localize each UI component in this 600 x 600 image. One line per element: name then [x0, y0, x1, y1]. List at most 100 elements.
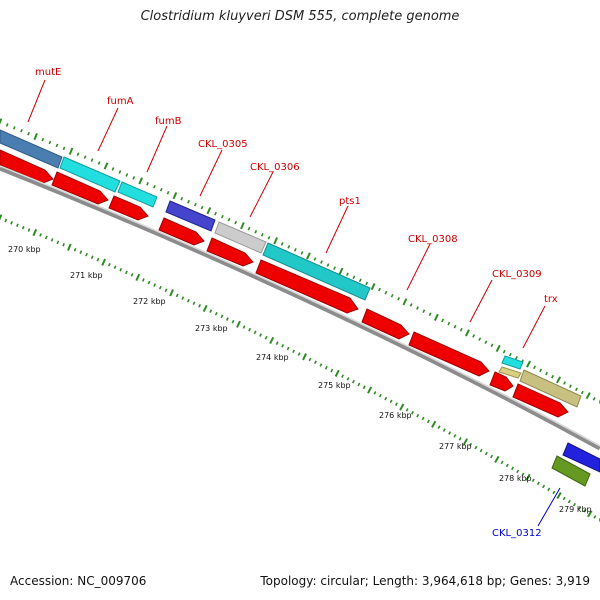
feature-block-pts1[interactable]	[262, 242, 371, 301]
minor-tick	[397, 297, 401, 301]
minor-tick	[280, 242, 284, 246]
cds-arrow[interactable]	[255, 259, 359, 314]
feature-block-blue-end[interactable]	[562, 442, 600, 473]
minor-tick	[346, 377, 350, 381]
minor-tick	[254, 229, 258, 234]
minor-tick	[484, 340, 488, 344]
minor-tick	[505, 463, 509, 468]
minor-tick	[111, 167, 115, 171]
gene-label-ckl-0305[interactable]: CKL_0305	[198, 139, 248, 150]
minor-tick	[97, 161, 101, 165]
major-tick	[525, 473, 531, 481]
major-tick	[433, 313, 439, 321]
feature-block-fuma[interactable]	[59, 156, 121, 193]
feature-track-upper	[0, 129, 600, 487]
minor-tick	[410, 411, 414, 415]
gene-label-ckl-0306[interactable]: CKL_0306	[250, 162, 300, 173]
minor-tick	[341, 374, 345, 378]
minor-tick	[166, 190, 170, 195]
minor-tick	[56, 240, 60, 245]
minor-tick	[313, 360, 317, 365]
minor-tick	[259, 333, 263, 337]
major-tick	[556, 491, 562, 500]
minor-tick	[16, 223, 19, 228]
minor-tick	[472, 334, 476, 338]
major-tick	[172, 192, 178, 200]
minor-tick	[365, 281, 369, 286]
gene-label-ckl-0312[interactable]: CKL_0312	[492, 528, 542, 539]
feature-block-trx-a[interactable]	[501, 355, 524, 370]
cds-arrow[interactable]	[361, 308, 410, 340]
minor-tick	[220, 214, 224, 219]
minor-tick	[345, 272, 349, 277]
cds-arrow[interactable]	[512, 383, 569, 418]
minor-tick	[514, 356, 518, 360]
minor-tick	[545, 371, 549, 376]
kbp-label: 279 kbp	[559, 505, 592, 514]
gene-label-mute[interactable]: mutE	[35, 67, 61, 78]
feature-block-mute[interactable]	[0, 129, 63, 169]
major-tick	[399, 403, 405, 411]
minor-tick	[351, 379, 355, 384]
minor-tick	[357, 382, 361, 387]
minor-tick	[113, 265, 117, 270]
cds-arrow[interactable]	[206, 237, 254, 267]
cds-arrow[interactable]	[158, 217, 205, 246]
cds-arrow[interactable]	[408, 331, 490, 377]
minor-tick	[209, 309, 213, 313]
minor-tick	[490, 343, 494, 348]
minor-tick	[458, 437, 462, 441]
minor-tick	[214, 311, 218, 316]
cds-arrow[interactable]	[489, 371, 514, 392]
gene-label-pts1[interactable]: pts1	[339, 196, 361, 207]
major-tick	[273, 237, 279, 245]
kbp-label: 277 kbp	[439, 442, 472, 451]
minor-tick	[437, 425, 441, 429]
minor-tick	[474, 445, 478, 450]
minor-tick	[227, 217, 231, 222]
minor-tick	[286, 346, 290, 351]
cds-arrow[interactable]	[51, 171, 109, 205]
genome-backbone	[0, 165, 600, 451]
minor-tick	[175, 293, 179, 298]
major-tick	[103, 162, 109, 170]
minor-tick	[516, 469, 520, 474]
gene-label-fuma[interactable]: fumA	[107, 96, 134, 107]
gene-label-fumb[interactable]: fumB	[155, 116, 182, 127]
feature-block-ckl-0310[interactable]	[519, 369, 582, 408]
major-tick	[367, 386, 373, 394]
feature-block-ckl-0305[interactable]	[165, 200, 216, 232]
gene-label-ckl-0308[interactable]: CKL_0308	[408, 234, 458, 245]
major-tick	[33, 133, 38, 141]
minor-tick	[41, 137, 45, 142]
kbp-label: 276 kbp	[379, 411, 412, 420]
major-tick	[202, 304, 208, 313]
cds-arrow[interactable]	[0, 149, 54, 184]
minor-tick	[164, 288, 168, 293]
minor-tick	[580, 390, 584, 395]
major-tick	[302, 353, 307, 361]
feature-block-fumb[interactable]	[117, 181, 158, 208]
minor-tick	[200, 205, 204, 210]
gene-label-trx[interactable]: trx	[544, 294, 558, 305]
gene-label-ckl-0309[interactable]: CKL_0309	[492, 269, 542, 280]
cds-arrow[interactable]	[108, 195, 149, 221]
major-tick	[587, 510, 593, 518]
minor-tick	[459, 327, 463, 332]
major-tick	[585, 392, 591, 400]
minor-tick	[225, 317, 229, 321]
minor-tick	[242, 325, 246, 329]
minor-tick	[153, 283, 157, 287]
feature-block-ckl-0312[interactable]	[551, 455, 591, 487]
cds-track	[0, 149, 569, 418]
minor-tick	[264, 335, 268, 340]
minor-tick	[186, 298, 190, 303]
major-tick	[169, 289, 174, 297]
feature-block-ckl-0306[interactable]	[214, 221, 267, 254]
feature-block-trx-b[interactable]	[498, 366, 522, 379]
minor-tick	[521, 472, 525, 477]
minor-tick	[300, 251, 304, 255]
major-tick	[0, 118, 3, 125]
minor-tick	[352, 275, 356, 280]
minor-tick	[247, 226, 251, 231]
